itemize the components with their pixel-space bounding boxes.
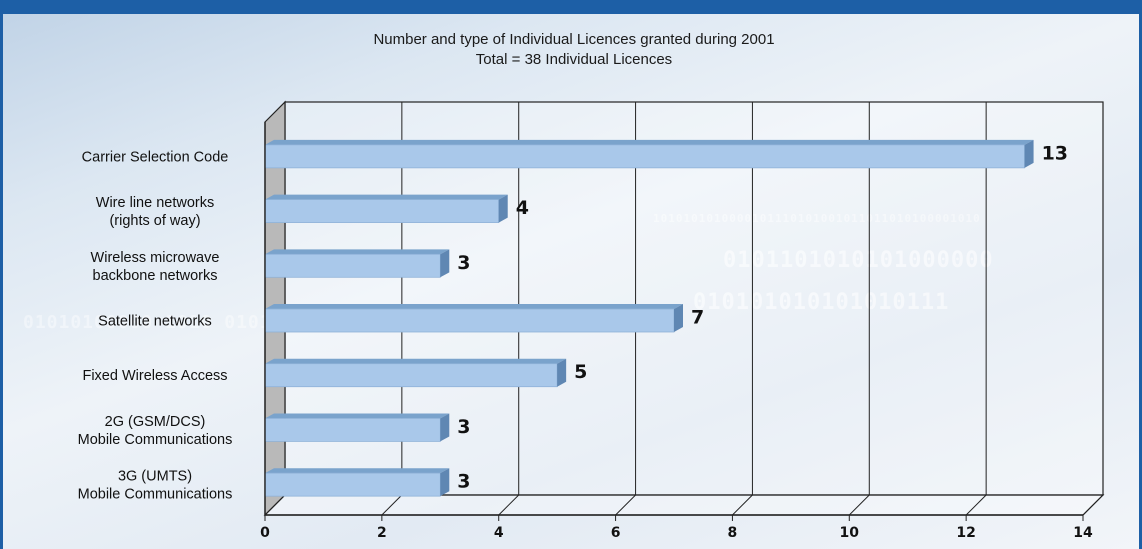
x-tick-label: 6 <box>611 525 621 541</box>
bar <box>264 472 441 497</box>
background-binary-pattern: 010101010101010111 <box>693 290 949 315</box>
bar-value-label: 13 <box>1042 142 1068 164</box>
bar-value-label: 4 <box>516 197 529 219</box>
bar-end-face <box>440 249 450 278</box>
bar <box>264 363 558 388</box>
bar-top-face <box>265 139 1034 145</box>
bar-end-face <box>440 468 450 497</box>
chart-title-block: Number and type of Individual Licences g… <box>3 30 1139 70</box>
plot-floor <box>263 494 1105 516</box>
category-label: backbone networks <box>93 268 218 284</box>
bar-value-label: 3 <box>457 252 470 274</box>
bar-top-face <box>265 468 450 474</box>
x-tick-label: 8 <box>728 525 738 541</box>
bar-chart: 0 2 4 6 8 10 12 14 13 Carrier Selection Code 4 Wire… <box>78 100 1105 541</box>
floor-gridline <box>1082 494 1104 516</box>
category-label: Fixed Wireless Access <box>82 368 227 384</box>
bar-top-face <box>265 413 450 419</box>
category-label: Wireless microwave <box>91 250 220 266</box>
floor-gridline <box>848 494 870 516</box>
x-tick-label: 2 <box>377 525 387 541</box>
chart-title: Number and type of Individual Licences g… <box>373 31 775 48</box>
bar-value-label: 3 <box>457 471 470 493</box>
bar <box>264 308 675 333</box>
bar-top-face <box>265 249 450 255</box>
chart-subtitle: Total = 38 Individual Licences <box>475 51 673 68</box>
background-binary-pattern: 1010101010000101110101001011011010100001… <box>653 212 981 225</box>
bar-end-face <box>498 194 508 223</box>
bar-top-face <box>265 358 567 364</box>
x-tick-label: 14 <box>1073 525 1093 541</box>
background-binary-pattern: 0101101010101000000 <box>723 248 994 273</box>
category-label: Satellite networks <box>98 314 212 330</box>
bar-value-label: 3 <box>457 416 470 438</box>
category-label: Mobile Communications <box>78 487 233 503</box>
bar <box>264 253 441 278</box>
category-label: Wire line networks <box>96 195 214 211</box>
floor-gridline <box>381 494 403 516</box>
x-tick-label: 10 <box>840 525 860 541</box>
bar-end-face <box>440 413 450 442</box>
background-binary-pattern: 01010100000 1010 0101010101 <box>23 312 343 333</box>
category-label: Carrier Selection Code <box>82 149 229 165</box>
category-label: 3G (UMTS) <box>118 469 192 485</box>
bar-top-face <box>265 194 508 200</box>
x-tick-label: 12 <box>956 525 975 541</box>
category-label: Mobile Communications <box>78 432 233 448</box>
floor-gridline <box>615 494 636 516</box>
bar-value-label: 7 <box>691 307 704 329</box>
floor-gridline <box>965 494 987 516</box>
bar-top-face <box>265 304 683 309</box>
floor-gridline <box>732 494 753 516</box>
x-tick-label: 4 <box>494 525 504 541</box>
bar-end-face <box>674 304 683 332</box>
bar <box>264 144 1025 169</box>
bar <box>264 418 441 442</box>
x-tick-label: 0 <box>260 525 270 541</box>
category-label: 2G (GSM/DCS) <box>105 414 206 430</box>
bar <box>264 199 500 223</box>
bar-value-label: 5 <box>574 361 587 383</box>
category-label: (rights of way) <box>109 213 200 229</box>
top-band <box>3 0 1139 14</box>
bar-end-face <box>557 358 567 387</box>
floor-gridline <box>498 494 520 516</box>
bar-end-face <box>1024 139 1034 168</box>
